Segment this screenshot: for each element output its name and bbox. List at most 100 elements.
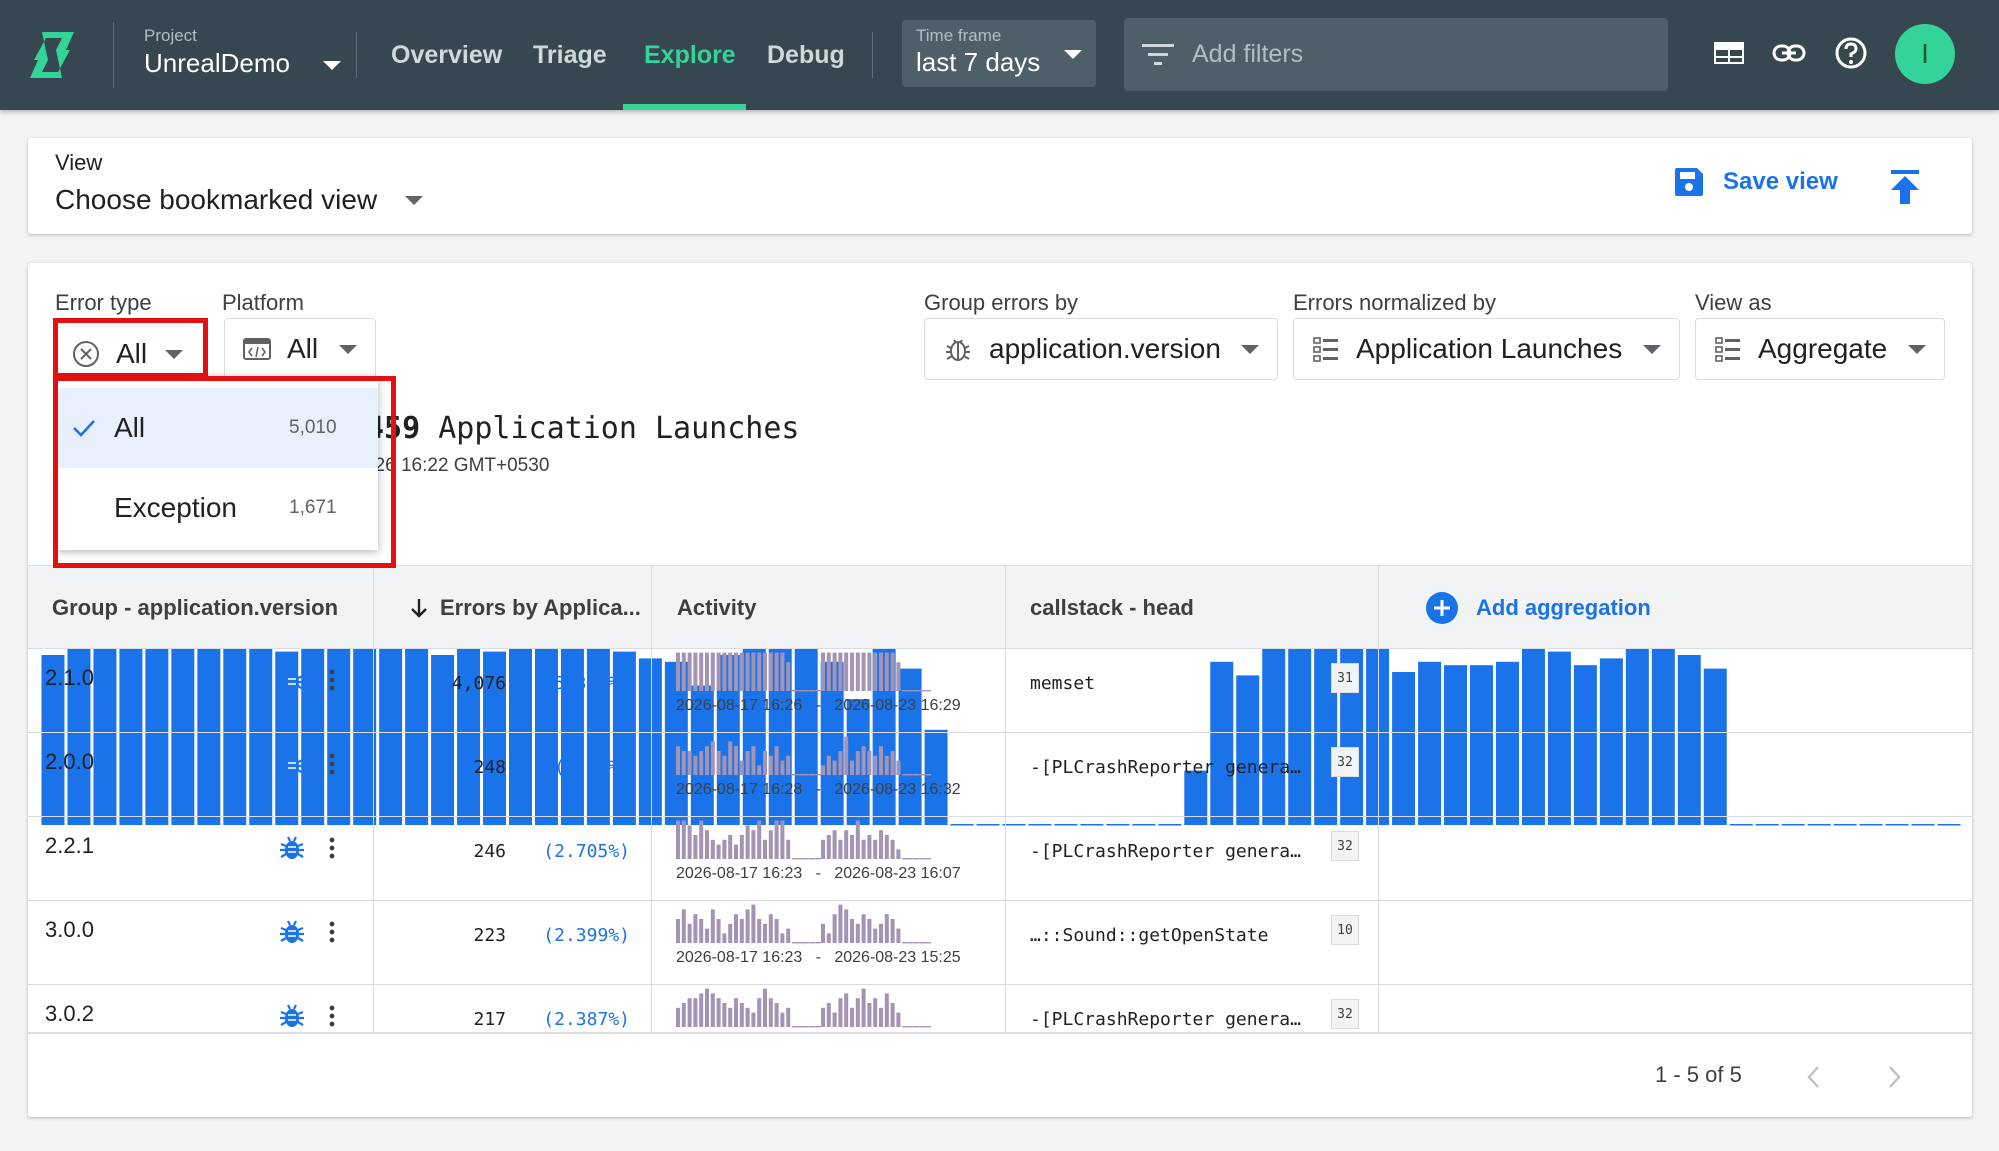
bug-icon[interactable] — [280, 751, 304, 777]
chart-bar[interactable] — [1184, 770, 1208, 825]
bug-icon[interactable] — [280, 1003, 304, 1029]
normalized-select[interactable]: Application Launches — [1293, 318, 1680, 380]
collapse-to-top-icon[interactable] — [1886, 168, 1924, 206]
chart-bar[interactable] — [145, 634, 169, 825]
menu-item-all[interactable]: All 5,010 — [58, 388, 378, 468]
check-icon — [73, 420, 95, 437]
add-aggregation-button[interactable]: Add aggregation — [1424, 566, 1651, 650]
table-row[interactable]: 2.2.1 246 (2.705%) 2026-08-17 16:23 - 2026-… — [28, 817, 1972, 901]
save-view-button[interactable]: Save view — [1673, 166, 1838, 198]
nav-debug[interactable]: Debug — [767, 40, 845, 69]
chart-bar-empty — [976, 824, 1000, 826]
chart-bar[interactable] — [509, 648, 532, 825]
chart-bar[interactable] — [794, 641, 818, 825]
chart-bar[interactable] — [560, 644, 584, 825]
chart-bar[interactable] — [898, 668, 922, 825]
app-logo-icon[interactable] — [26, 30, 78, 80]
nav-triage[interactable]: Triage — [533, 40, 607, 69]
chart-bar[interactable] — [1262, 644, 1286, 825]
chart-bar[interactable] — [457, 627, 481, 825]
chart-bar[interactable] — [67, 600, 91, 825]
chart-bar[interactable] — [534, 624, 558, 825]
time-frame-selector[interactable]: Time frame last 7 days — [902, 20, 1096, 87]
chart-bar[interactable] — [716, 655, 740, 825]
menu-item-exception[interactable]: Exception 1,671 — [58, 468, 378, 548]
sparkline-bar — [734, 844, 738, 859]
more-vert-icon[interactable] — [328, 669, 336, 691]
table-layout-icon[interactable] — [1712, 36, 1746, 70]
chart-bar[interactable] — [1599, 658, 1623, 825]
more-vert-icon[interactable] — [328, 837, 336, 859]
chart-bar[interactable] — [1210, 661, 1234, 825]
sparkline-bar — [763, 839, 767, 859]
chart-bar[interactable] — [612, 651, 636, 825]
chart-bar[interactable] — [1521, 638, 1545, 825]
chevron-left-icon[interactable] — [1804, 1064, 1824, 1090]
bug-icon[interactable] — [280, 835, 304, 861]
chart-bar[interactable] — [1288, 634, 1312, 825]
chart-bar[interactable] — [197, 644, 221, 825]
chart-bar[interactable] — [1703, 668, 1727, 825]
table-row[interactable]: 2.0.0 248 (2.74%) 2026-08-17 16:28 - 2026-0… — [28, 733, 1972, 817]
chart-bar[interactable] — [223, 627, 247, 825]
bug-icon[interactable] — [280, 667, 304, 693]
header-callstack[interactable]: callstack - head — [1030, 595, 1194, 620]
table-row[interactable]: 3.0.2 217 (2.387%) -[PLCrashReporter genera… — [28, 985, 1972, 1033]
chart-bar[interactable] — [1651, 634, 1675, 825]
error-type-select[interactable]: All — [58, 323, 208, 385]
chart-bar[interactable] — [483, 651, 507, 825]
filters-input[interactable]: Add filters — [1124, 18, 1668, 91]
chart-bar[interactable] — [379, 621, 403, 825]
chevron-right-icon[interactable] — [1884, 1064, 1904, 1090]
view-as-select[interactable]: Aggregate — [1695, 318, 1945, 380]
chart-bar[interactable] — [768, 644, 792, 825]
chart-bar[interactable] — [1392, 672, 1416, 825]
chart-bar[interactable] — [41, 655, 65, 825]
chart-bar[interactable] — [1418, 661, 1442, 825]
chart-bar[interactable] — [249, 644, 273, 825]
header-activity[interactable]: Activity — [677, 595, 757, 620]
table-row[interactable]: 3.0.0 223 (2.399%) 2026-08-17 16:23 - 2026-… — [28, 901, 1972, 985]
nav-overview[interactable]: Overview — [391, 40, 503, 69]
chart-bar[interactable] — [1236, 675, 1260, 825]
header-group[interactable]: Group - application.version — [52, 595, 339, 620]
chart-bar[interactable] — [638, 658, 662, 825]
project-selector[interactable]: Project UnrealDemo — [144, 26, 342, 79]
chart-bar[interactable] — [664, 661, 688, 825]
chart-bar[interactable] — [1366, 644, 1390, 825]
sparkline-bar — [780, 820, 785, 859]
chart-bar[interactable] — [872, 617, 896, 825]
platform-select[interactable]: All — [224, 318, 376, 380]
link-icon[interactable] — [1772, 36, 1806, 70]
chart-bar[interactable] — [405, 624, 429, 825]
chart-bar[interactable] — [1573, 665, 1597, 825]
chart-bar[interactable] — [1677, 655, 1701, 825]
more-vert-icon[interactable] — [328, 753, 336, 775]
help-icon[interactable] — [1834, 36, 1868, 70]
chart-bar[interactable] — [820, 661, 844, 825]
table-row[interactable]: 2.1.0 4,076 (15.327%) 2026-08-17 16:26 - 20… — [28, 649, 1972, 733]
more-vert-icon[interactable] — [328, 921, 336, 943]
chart-bar[interactable] — [924, 729, 948, 825]
chart-bar[interactable] — [171, 638, 195, 825]
bug-icon[interactable] — [280, 919, 304, 945]
chart-bar[interactable] — [431, 655, 455, 825]
header-errors[interactable]: Errors by Applica... — [408, 566, 641, 650]
nav-explore[interactable]: Explore — [644, 40, 736, 69]
chart-bar[interactable] — [275, 651, 299, 825]
avatar[interactable]: I — [1895, 24, 1955, 84]
chart-bar[interactable] — [119, 631, 143, 825]
chart-bar[interactable] — [586, 644, 610, 825]
chart-bar[interactable] — [1625, 641, 1649, 825]
chart-bar[interactable] — [353, 614, 377, 825]
callstack-count-badge: 10 — [1331, 915, 1359, 945]
chart-bar[interactable] — [1547, 651, 1571, 825]
chart-bar[interactable] — [1470, 665, 1493, 825]
chart-bar[interactable] — [93, 627, 117, 825]
chart-bar[interactable] — [301, 621, 325, 825]
more-vert-icon[interactable] — [328, 1005, 336, 1027]
chart-bar[interactable] — [1495, 661, 1519, 825]
chart-bar[interactable] — [1444, 665, 1468, 825]
bookmarked-view-select[interactable]: Choose bookmarked view — [55, 184, 424, 216]
group-errors-select[interactable]: application.version — [924, 318, 1278, 380]
